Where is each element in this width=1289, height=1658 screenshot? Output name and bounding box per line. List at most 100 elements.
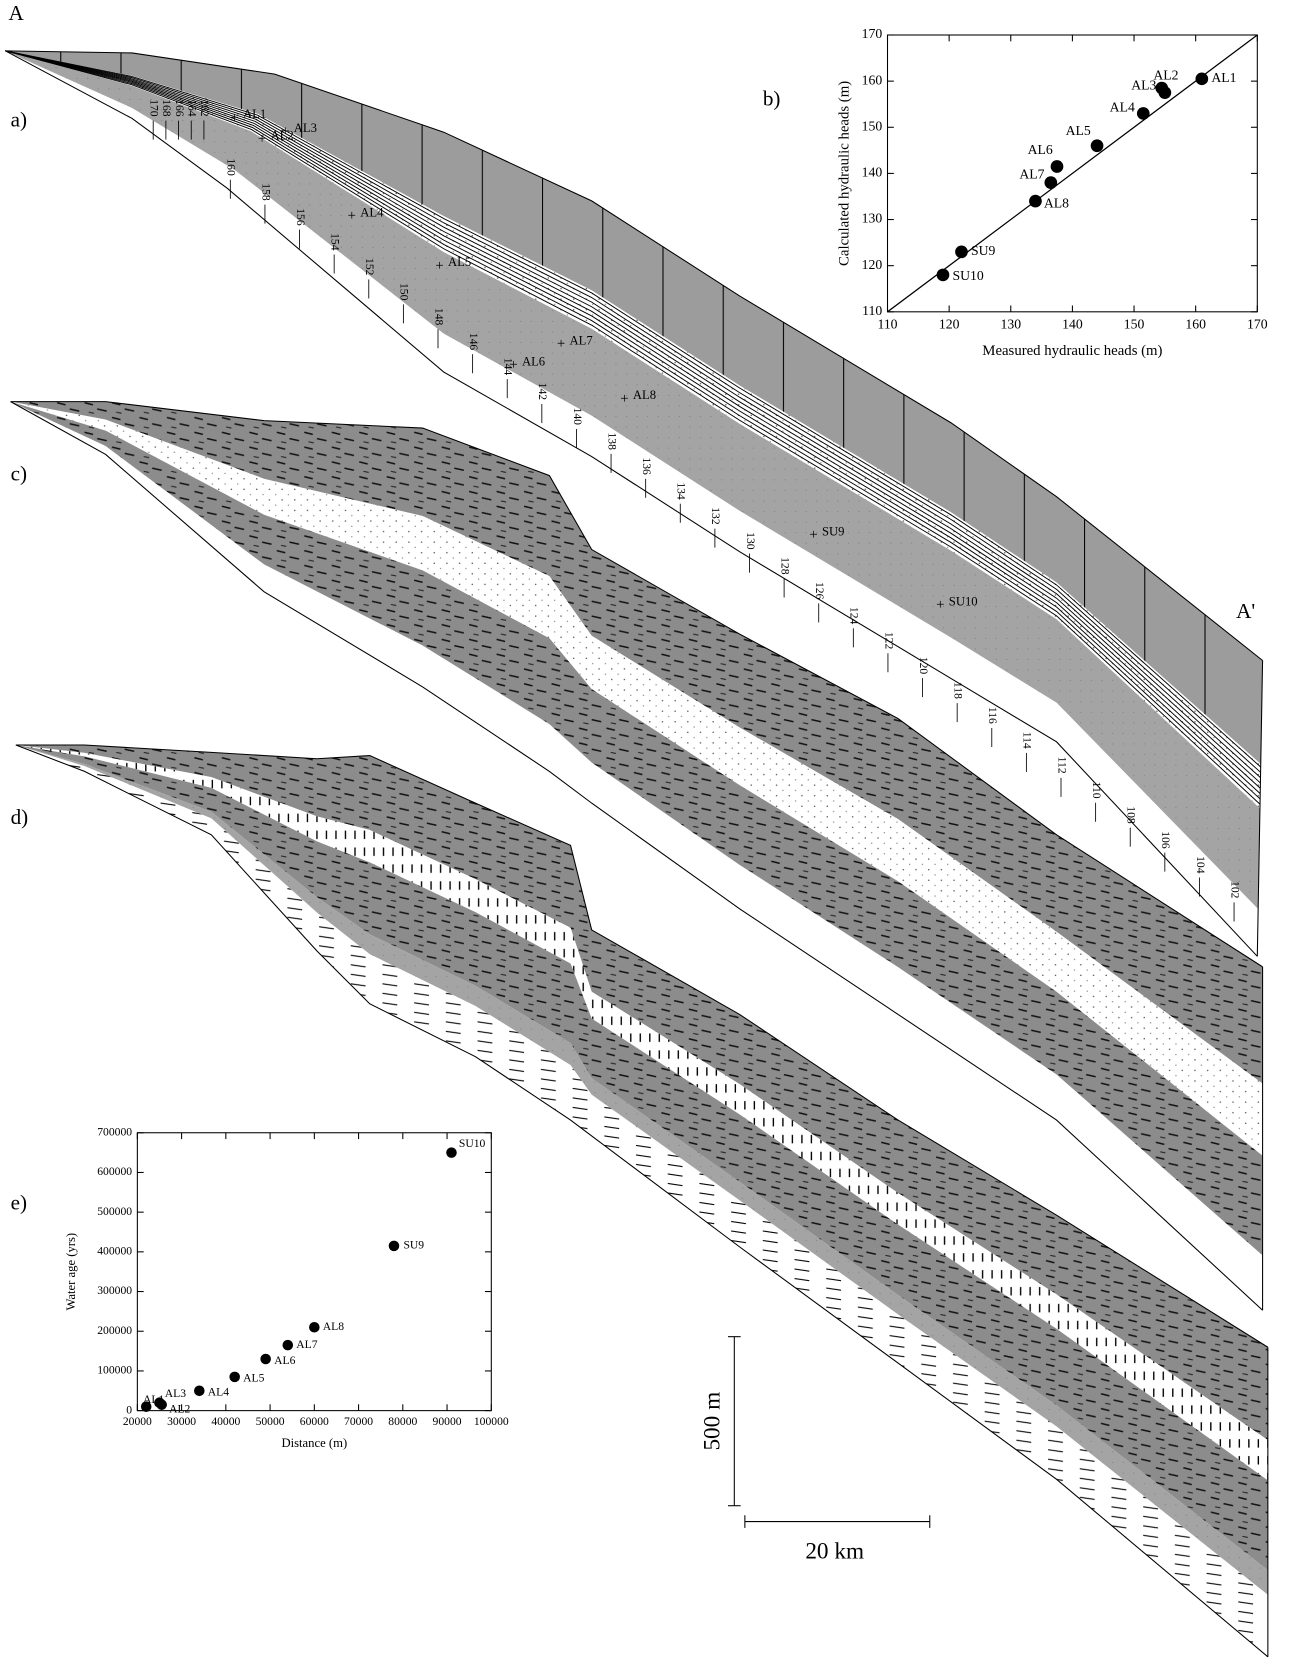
contour-label: 108	[1125, 806, 1138, 824]
panel-label: d)	[11, 805, 29, 829]
contour-label: 158	[259, 183, 272, 201]
y-tick-label: 0	[126, 1403, 132, 1416]
point-label: AL6	[274, 1354, 295, 1367]
contour-label: 110	[1090, 782, 1103, 799]
streamline	[5, 50, 1261, 778]
section-outline	[1256, 660, 1264, 957]
charts: 110 120 130 140 150 160 170 110 120 130 140 150 160 1…	[64, 26, 1268, 1450]
x-tick-label: 170	[1247, 317, 1268, 332]
contour-label: 142	[536, 383, 549, 401]
contour-label: 170	[148, 99, 161, 117]
well-marker: +	[258, 131, 266, 147]
x-tick-label: 150	[1124, 317, 1145, 332]
well-marker: +	[509, 357, 517, 373]
scale-label: 20 km	[805, 1539, 864, 1565]
y-tick-label: 500000	[97, 1205, 132, 1218]
data-point	[260, 1353, 271, 1365]
contour-label: 144	[502, 358, 515, 376]
data-point	[154, 1397, 165, 1408]
x-tick-label: 70000	[344, 1415, 373, 1428]
well-marker: +	[281, 124, 289, 140]
data-point	[955, 245, 968, 259]
y-axis-label: Water age (yrs)	[64, 1233, 78, 1311]
data-point	[1136, 107, 1150, 120]
x-tick-label: 120	[939, 317, 960, 332]
y-tick-label: 200000	[97, 1324, 132, 1337]
well-label: AL4	[360, 205, 384, 219]
point-label: AL8	[1044, 195, 1069, 210]
y-tick-label: 150	[862, 118, 883, 133]
contour-label: 120	[917, 657, 930, 675]
contour-label: 156	[294, 208, 307, 226]
chart: 110 120 130 140 150 160 170 110 120 130 140 150 160 1…	[836, 26, 1267, 359]
contour-label: 154	[328, 233, 341, 251]
point-label: AL4	[1110, 99, 1135, 114]
data-point	[282, 1339, 294, 1351]
section-outline	[15, 744, 1269, 1658]
data-point	[1090, 139, 1104, 153]
point-label: AL2	[1153, 68, 1178, 83]
data-point	[1029, 194, 1042, 208]
x-tick-label: 40000	[211, 1415, 240, 1428]
section-start-label: A	[8, 1, 24, 25]
x-tick-label: 110	[877, 317, 897, 332]
section-outline	[5, 50, 1263, 661]
data-point	[309, 1321, 320, 1333]
contour-label: 122	[882, 632, 895, 650]
contour-label: 106	[1159, 831, 1172, 849]
well-marker: +	[809, 527, 817, 543]
horizontal-scale-bar: 20 km	[744, 1515, 931, 1565]
contour-label: 136	[640, 457, 653, 475]
well-marker: +	[435, 258, 443, 274]
point-label: SU9	[403, 1239, 424, 1252]
chart: 20000 30000 40000 50000 60000 70000 80000 90000…	[64, 1125, 509, 1450]
panel-label: a)	[11, 107, 27, 131]
x-axis-label: Distance (m)	[281, 1436, 347, 1450]
y-tick-label: 700000	[97, 1125, 132, 1138]
x-tick-label: 50000	[256, 1415, 285, 1428]
well-marker: +	[557, 336, 565, 352]
x-tick-label: 90000	[433, 1415, 462, 1428]
contour-label: 116	[986, 707, 999, 724]
well-label: AL1	[243, 107, 266, 121]
streamline	[5, 50, 1261, 800]
streamline	[5, 50, 1261, 794]
y-tick-label: 120	[862, 257, 883, 272]
y-tick-label: 160	[862, 72, 883, 87]
vertical-scale-bar: 500 m	[700, 1336, 741, 1507]
y-tick-label: 600000	[97, 1165, 132, 1178]
y-tick-label: 130	[862, 211, 883, 226]
well-marker: +	[230, 110, 238, 126]
contour-label: 148	[432, 308, 445, 326]
x-axis-label: Measured hydraulic heads (m)	[982, 343, 1162, 359]
x-tick-label: 20000	[123, 1415, 152, 1428]
point-label: AL6	[1028, 142, 1053, 157]
identity-line	[887, 34, 1258, 313]
contour-label: 104	[1194, 856, 1207, 874]
data-point	[140, 1401, 152, 1412]
contour-label: 114	[1021, 732, 1034, 749]
well-label: AL5	[448, 255, 471, 269]
streamline	[5, 50, 1261, 789]
well-label: AL8	[633, 388, 656, 402]
streamline	[5, 50, 1261, 805]
contour-label: 124	[848, 607, 861, 625]
streamline	[5, 50, 1261, 784]
x-tick-label: 130	[1000, 317, 1021, 332]
data-point	[1195, 72, 1209, 86]
y-tick-label: 110	[862, 303, 882, 318]
point-label: AL8	[323, 1320, 344, 1333]
well-label: SU10	[949, 594, 978, 608]
scale-label: 500 m	[700, 1392, 726, 1451]
well-marker: +	[936, 597, 944, 613]
point-label: AL5	[243, 1372, 264, 1385]
y-tick-label: 400000	[97, 1245, 132, 1258]
point-label: SU10	[952, 268, 983, 283]
contour-label: 118	[951, 682, 964, 699]
contour-label: 132	[709, 507, 722, 525]
data-point	[936, 268, 950, 282]
point-label: SU10	[459, 1137, 486, 1150]
point-label: AL5	[1066, 123, 1091, 138]
section-outline	[5, 50, 1258, 957]
section-outline	[10, 401, 1263, 968]
